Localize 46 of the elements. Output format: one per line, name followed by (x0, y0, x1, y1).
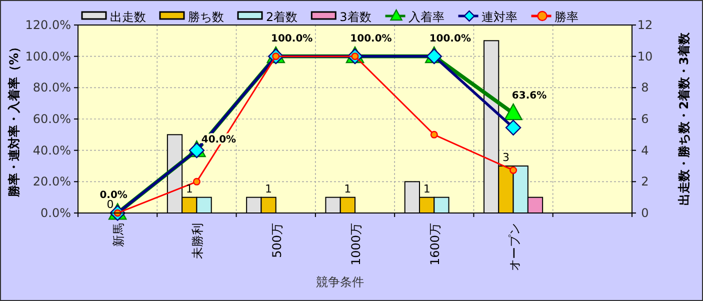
y2-tick-label: 2 (641, 174, 649, 189)
x-tick-label: 未勝利 (190, 223, 205, 259)
y-tick-label: 40.0% (32, 143, 71, 158)
x-tick-label: 1600万 (428, 223, 442, 266)
y2-tick-label: 0 (641, 206, 649, 220)
x-tick-label: 1000万 (349, 223, 363, 266)
legend-label: 2着数 (266, 10, 298, 24)
y2-tick-label: 8 (641, 80, 649, 95)
x-tick-label: 500万 (270, 223, 284, 258)
x-tick-label: 新馬 (112, 223, 126, 247)
data-label: 0 (106, 198, 114, 211)
x-tick-label: オープン (507, 223, 522, 271)
legend-label: 入着率 (408, 10, 444, 24)
data-label: 0.0% (100, 190, 128, 201)
data-label: 1 (265, 182, 272, 196)
data-label: 100.0% (429, 33, 471, 44)
point (192, 178, 200, 186)
y2-tick-label: 10 (637, 49, 653, 64)
y2-tick-label: 12 (637, 18, 653, 32)
y-tick-label: 20.0% (32, 174, 71, 189)
point (510, 166, 518, 174)
legend-label: 勝率 (554, 10, 578, 24)
data-label: 3 (502, 151, 510, 164)
y-tick-label: 0.0% (40, 206, 71, 220)
x-axis-title: 競争条件 (316, 275, 364, 289)
legend-label: 出走数 (110, 10, 146, 24)
point (430, 130, 438, 138)
y-tick-label: 100.0% (25, 49, 71, 64)
legend-label: 3着数 (340, 10, 372, 24)
data-label: 100.0% (350, 33, 392, 44)
legend-label: 勝ち数 (188, 10, 224, 24)
y-tick-label: 120.0% (25, 18, 71, 32)
data-label: 1 (423, 182, 430, 196)
y2-axis-title: 出走数・勝ち数・2着数・3着数 (677, 32, 691, 206)
y2-tick-label: 6 (641, 112, 649, 126)
y-tick-label: 60.0% (32, 112, 71, 126)
data-label: 100.0% (271, 33, 313, 44)
data-label: 63.6% (512, 90, 547, 102)
point (505, 120, 522, 136)
data-label: 1 (344, 182, 352, 196)
y-axis-title: 勝率・連対率・入着率（%） (7, 40, 21, 198)
y2-tick-label: 4 (641, 143, 649, 158)
y-tick-label: 80.0% (32, 80, 71, 95)
legend-label: 連対率 (481, 10, 518, 24)
data-label: 1 (186, 182, 193, 196)
point (504, 103, 522, 120)
